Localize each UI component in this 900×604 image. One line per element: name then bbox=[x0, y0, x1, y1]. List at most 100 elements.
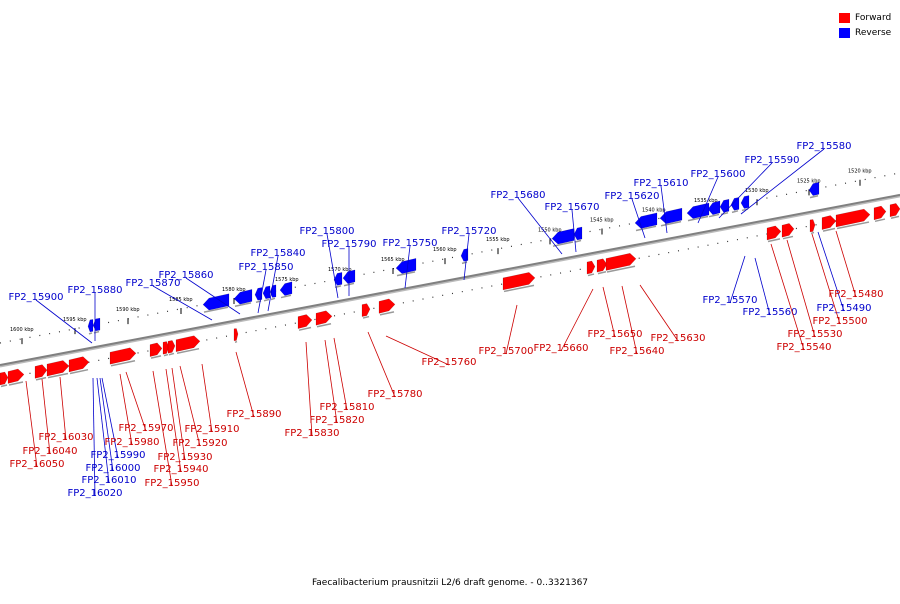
forward-gene-label: FP2_16050 bbox=[10, 459, 65, 470]
forward-gene-shadow bbox=[606, 265, 636, 273]
legend-reverse: Reverse bbox=[839, 25, 891, 40]
reverse-gene bbox=[719, 198, 730, 213]
forward-gene-label-leader bbox=[770, 243, 805, 351]
forward-gene-shadow bbox=[836, 221, 870, 230]
forward-gene-label: FP2_16040 bbox=[23, 446, 78, 457]
forward-gene-label: FP2_15920 bbox=[173, 438, 228, 449]
reverse-gene-label: FP2_16000 bbox=[86, 463, 141, 474]
reverse-gene bbox=[233, 289, 253, 305]
forward-gene-label-leader bbox=[152, 370, 173, 487]
forward-gene-label: FP2_15970 bbox=[119, 423, 174, 434]
forward-gene-shadow bbox=[8, 381, 24, 386]
forward-gene-label: FP2_15500 bbox=[813, 316, 868, 327]
genome-axis-shadow bbox=[0, 195, 900, 368]
forward-gene bbox=[361, 303, 371, 317]
reverse-gene-label-leader bbox=[35, 299, 93, 344]
forward-gene-label-leader bbox=[811, 233, 841, 325]
reverse-gene-label: FP2_15670 bbox=[545, 202, 600, 213]
forward-gene bbox=[167, 340, 176, 354]
reverse-gene-label-leader bbox=[326, 233, 339, 299]
forward-gene-label-leader bbox=[235, 351, 255, 418]
forward-gene-label-leader bbox=[165, 368, 182, 473]
forward-gene-shadow bbox=[298, 326, 312, 331]
reverse-gene-shadow bbox=[552, 241, 574, 247]
reverse-gene-label-leader bbox=[660, 185, 668, 234]
tick-label: 1535 kbp bbox=[694, 198, 718, 204]
forward-gene-label: FP2_15980 bbox=[105, 437, 160, 448]
forward-gene-shadow bbox=[503, 284, 535, 293]
reverse-gene-shadow bbox=[660, 220, 682, 227]
reverse-gene-label: FP2_15880 bbox=[68, 285, 123, 296]
forward-gene-label: FP2_15930 bbox=[158, 452, 213, 463]
forward-gene bbox=[809, 219, 816, 233]
forward-gene-label-leader bbox=[125, 371, 147, 432]
tick-label: 1555 kbp bbox=[486, 237, 510, 243]
reverse-gene-label-leader bbox=[101, 377, 119, 459]
reverse-gene-label: FP2_15600 bbox=[691, 169, 746, 180]
forward-gene-shadow bbox=[822, 227, 836, 232]
forward-gene-label: FP2_15950 bbox=[145, 478, 200, 489]
reverse-gene-label-leader bbox=[99, 377, 114, 472]
forward-gene bbox=[34, 364, 48, 379]
forward-gene-label: FP2_15940 bbox=[154, 464, 209, 475]
reverse-gene-shadow bbox=[263, 298, 270, 302]
forward-gene-label: FP2_15890 bbox=[227, 409, 282, 420]
forward-gene-label: FP2_15910 bbox=[185, 424, 240, 435]
reverse-gene-label: FP2_16010 bbox=[82, 475, 137, 486]
tick-label: 1590 kbp bbox=[116, 307, 140, 313]
forward-gene-label-leader bbox=[333, 337, 348, 411]
reverse-gene-label-leader bbox=[718, 162, 773, 219]
forward-gene-label: FP2_15650 bbox=[588, 329, 643, 340]
tick-label: 1585 kbp bbox=[169, 297, 193, 303]
reverse-gene-label: FP2_15800 bbox=[300, 226, 355, 237]
forward-gene bbox=[162, 341, 170, 355]
reverse-gene-shadow bbox=[731, 210, 739, 214]
tick-label: 1520 kbp bbox=[848, 169, 872, 175]
reverse-gene-shadow bbox=[720, 211, 729, 216]
reverse-gene-label: FP2_15790 bbox=[322, 239, 377, 250]
reverse-gene-label-leader bbox=[185, 277, 241, 315]
reverse-gene-label: FP2_15590 bbox=[745, 155, 800, 166]
reverse-swatch bbox=[839, 27, 850, 38]
forward-gene-shadow bbox=[362, 315, 370, 319]
forward-gene-label: FP2_15540 bbox=[777, 342, 832, 353]
reverse-gene-shadow bbox=[203, 306, 229, 313]
forward-gene-label: FP2_15530 bbox=[788, 329, 843, 340]
forward-gene-shadow bbox=[163, 353, 169, 357]
forward-gene-shadow bbox=[810, 231, 815, 235]
forward-gene-shadow bbox=[587, 273, 595, 277]
reverse-gene-label-leader bbox=[740, 148, 825, 215]
reverse-gene-label: FP2_15720 bbox=[442, 226, 497, 237]
forward-gene-shadow bbox=[168, 352, 175, 356]
forward-gene-shadow bbox=[176, 347, 200, 354]
forward-gene-label: FP2_15700 bbox=[479, 346, 534, 357]
reverse-gene bbox=[269, 284, 277, 298]
forward-gene-shadow bbox=[597, 271, 607, 275]
forward-gene-label-leader bbox=[505, 304, 518, 355]
reverse-gene-shadow bbox=[270, 297, 276, 301]
reverse-gene-label-leader bbox=[729, 255, 746, 304]
reverse-gene-shadow bbox=[574, 239, 582, 243]
forward-gene-label-leader bbox=[25, 380, 38, 468]
forward-gene bbox=[68, 356, 90, 373]
forward-gene-label-leader bbox=[41, 378, 51, 455]
reverse-gene-shadow bbox=[234, 302, 252, 308]
forward-gene-label-leader bbox=[201, 363, 213, 433]
forward-gene-label: FP2_15760 bbox=[422, 357, 477, 368]
forward-gene bbox=[46, 360, 70, 377]
reverse-gene-label: FP2_16020 bbox=[68, 488, 123, 499]
reverse-gene-label: FP2_15750 bbox=[383, 238, 438, 249]
reverse-gene-shadow bbox=[280, 294, 292, 299]
reverse-gene-label: FP2_15680 bbox=[491, 190, 546, 201]
forward-gene-shadow bbox=[0, 384, 8, 388]
tick-label: 1545 kbp bbox=[590, 217, 614, 223]
legend: Forward Reverse bbox=[839, 10, 891, 40]
reverse-gene-label: FP2_15860 bbox=[159, 270, 214, 281]
reverse-gene-label-leader bbox=[517, 197, 563, 255]
reverse-gene bbox=[707, 200, 721, 215]
forward-gene-shadow bbox=[874, 218, 886, 223]
forward-gene-shadow bbox=[35, 376, 47, 381]
reverse-gene-shadow bbox=[708, 213, 720, 218]
